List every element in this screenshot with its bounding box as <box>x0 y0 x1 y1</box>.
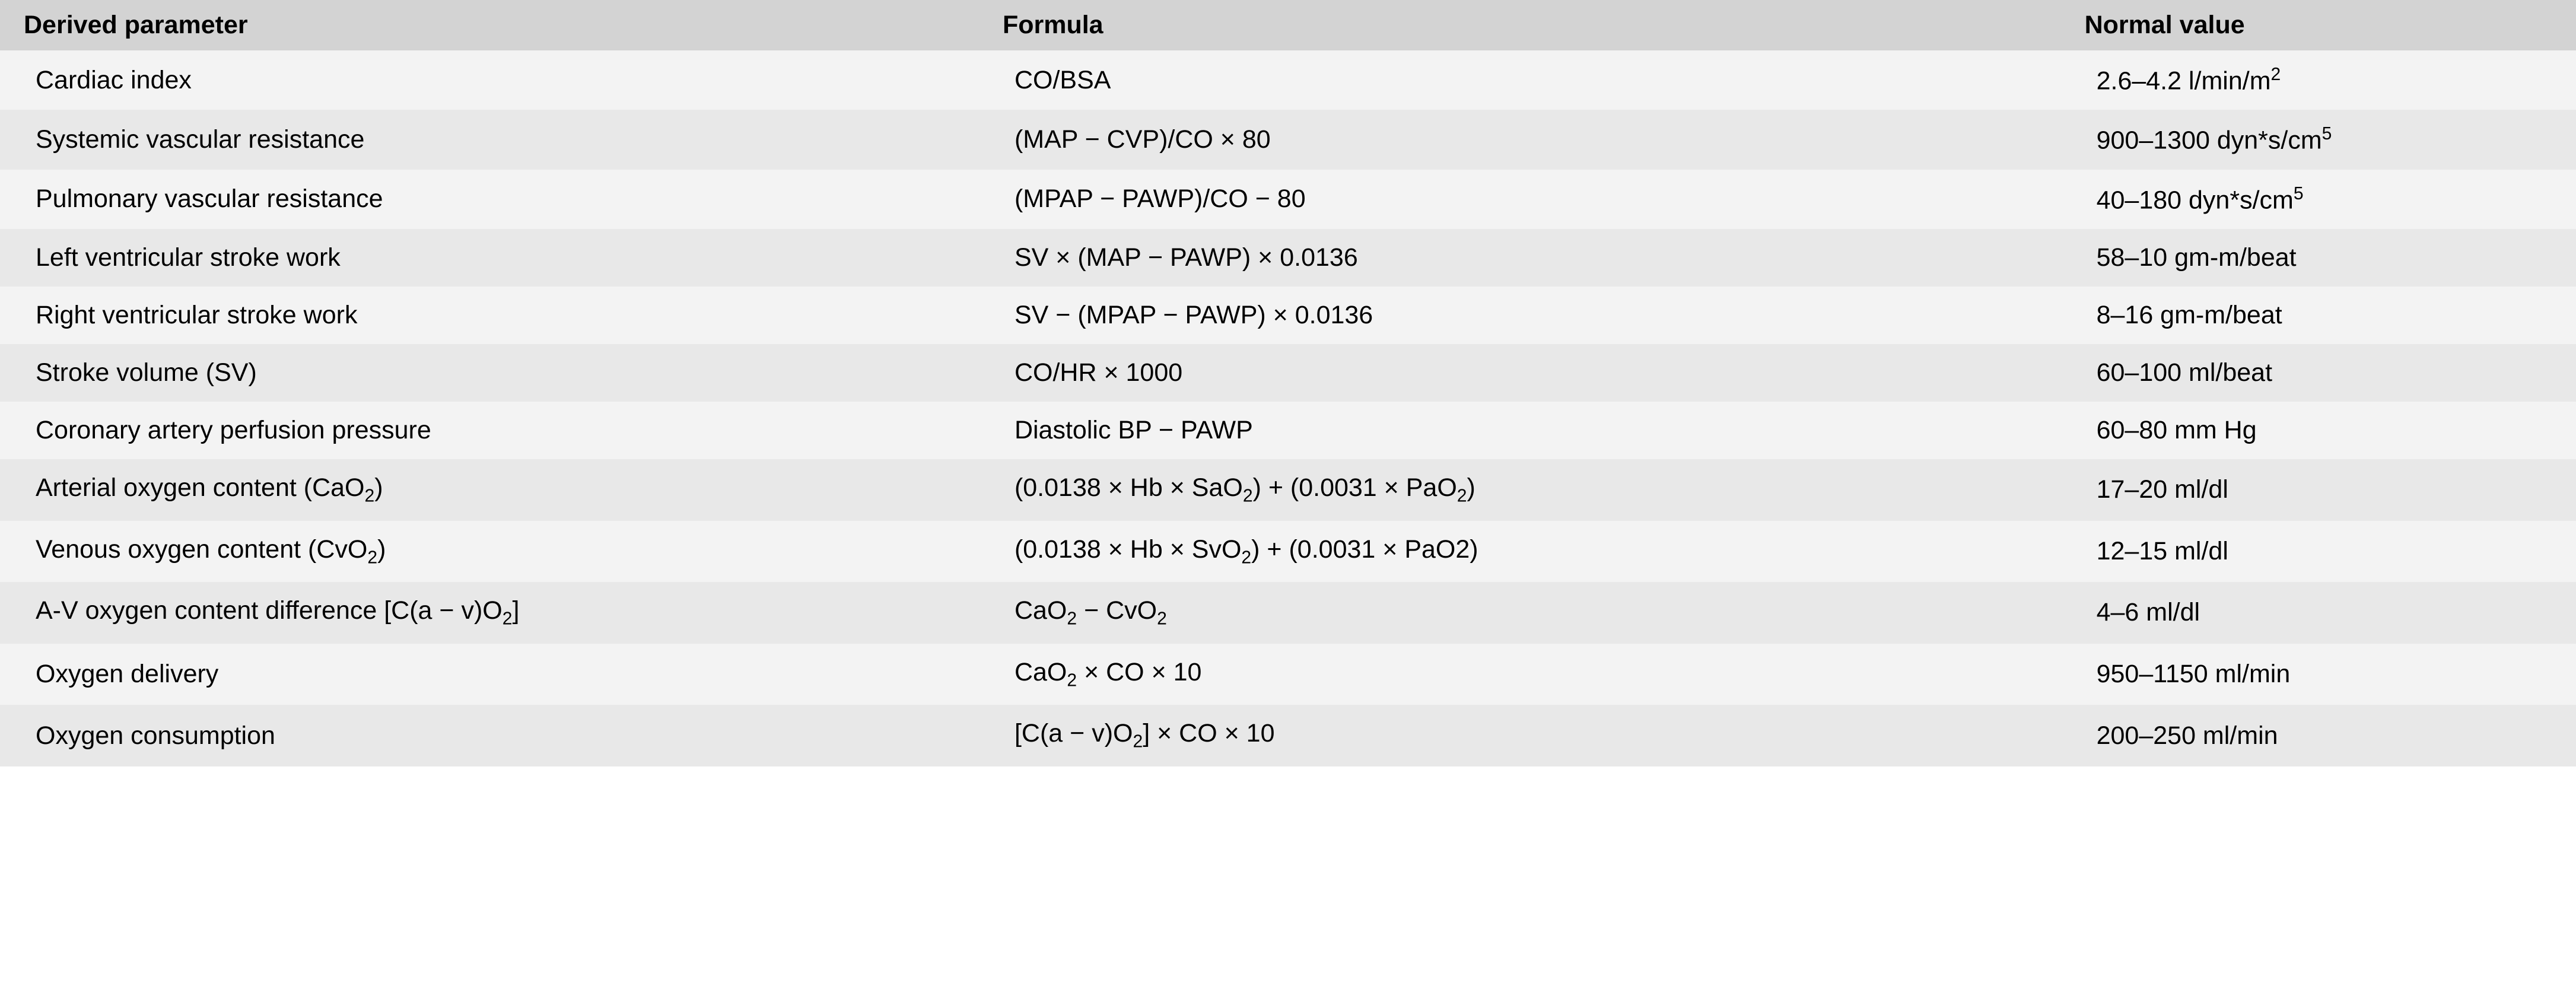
cell-param: Stroke volume (SV) <box>0 344 979 402</box>
cell-param: Left ventricular stroke work <box>0 229 979 287</box>
cell-formula: [C(a − v)O2] × CO × 10 <box>979 705 2061 766</box>
cell-formula: (0.0138 × Hb × SvO2) + (0.0031 × PaO2) <box>979 521 2061 583</box>
cell-normal: 17–20 ml/dl <box>2061 459 2576 521</box>
cell-formula: (MAP − CVP)/CO × 80 <box>979 110 2061 169</box>
cell-param: Pulmonary vascular resistance <box>0 170 979 229</box>
table-row: Right ventricular stroke workSV − (MPAP … <box>0 287 2576 344</box>
cell-normal: 950–1150 ml/min <box>2061 644 2576 705</box>
cell-formula: SV − (MPAP − PAWP) × 0.0136 <box>979 287 2061 344</box>
header-normal-value: Normal value <box>2061 0 2576 50</box>
table-row: Systemic vascular resistance(MAP − CVP)/… <box>0 110 2576 169</box>
cell-param: Oxygen delivery <box>0 644 979 705</box>
cell-normal: 4–6 ml/dl <box>2061 582 2576 644</box>
cell-formula: CO/HR × 1000 <box>979 344 2061 402</box>
header-formula: Formula <box>979 0 2061 50</box>
cell-normal: 58–10 gm-m/beat <box>2061 229 2576 287</box>
cell-normal: 2.6–4.2 l/min/m2 <box>2061 50 2576 110</box>
cell-param: A-V oxygen content difference [C(a − v)O… <box>0 582 979 644</box>
cell-formula: Diastolic BP − PAWP <box>979 402 2061 459</box>
cell-normal: 900–1300 dyn*s/cm5 <box>2061 110 2576 169</box>
header-derived-parameter: Derived parameter <box>0 0 979 50</box>
cell-normal: 60–100 ml/beat <box>2061 344 2576 402</box>
table-row: Arterial oxygen content (CaO2)(0.0138 × … <box>0 459 2576 521</box>
table-row: Stroke volume (SV)CO/HR × 100060–100 ml/… <box>0 344 2576 402</box>
cell-formula: (MPAP − PAWP)/CO − 80 <box>979 170 2061 229</box>
cell-param: Oxygen consumption <box>0 705 979 766</box>
cell-normal: 12–15 ml/dl <box>2061 521 2576 583</box>
table-row: A-V oxygen content difference [C(a − v)O… <box>0 582 2576 644</box>
cell-formula: (0.0138 × Hb × SaO2) + (0.0031 × PaO2) <box>979 459 2061 521</box>
cell-param: Venous oxygen content (CvO2) <box>0 521 979 583</box>
cell-param: Right ventricular stroke work <box>0 287 979 344</box>
cell-param: Coronary artery perfusion pressure <box>0 402 979 459</box>
table-row: Venous oxygen content (CvO2)(0.0138 × Hb… <box>0 521 2576 583</box>
table-row: Cardiac indexCO/BSA2.6–4.2 l/min/m2 <box>0 50 2576 110</box>
cell-normal: 8–16 gm-m/beat <box>2061 287 2576 344</box>
cell-normal: 40–180 dyn*s/cm5 <box>2061 170 2576 229</box>
cell-formula: CaO2 − CvO2 <box>979 582 2061 644</box>
table-row: Oxygen deliveryCaO2 × CO × 10950–1150 ml… <box>0 644 2576 705</box>
cell-formula: CaO2 × CO × 10 <box>979 644 2061 705</box>
table-body: Cardiac indexCO/BSA2.6–4.2 l/min/m2Syste… <box>0 50 2576 766</box>
cell-param: Systemic vascular resistance <box>0 110 979 169</box>
table-row: Oxygen consumption[C(a − v)O2] × CO × 10… <box>0 705 2576 766</box>
cell-formula: CO/BSA <box>979 50 2061 110</box>
table-row: Pulmonary vascular resistance(MPAP − PAW… <box>0 170 2576 229</box>
table-row: Left ventricular stroke workSV × (MAP − … <box>0 229 2576 287</box>
table-row: Coronary artery perfusion pressureDiasto… <box>0 402 2576 459</box>
cell-normal: 200–250 ml/min <box>2061 705 2576 766</box>
cell-formula: SV × (MAP − PAWP) × 0.0136 <box>979 229 2061 287</box>
cell-normal: 60–80 mm Hg <box>2061 402 2576 459</box>
cell-param: Cardiac index <box>0 50 979 110</box>
hemodynamic-parameters-table: Derived parameter Formula Normal value C… <box>0 0 2576 766</box>
table-header-row: Derived parameter Formula Normal value <box>0 0 2576 50</box>
cell-param: Arterial oxygen content (CaO2) <box>0 459 979 521</box>
